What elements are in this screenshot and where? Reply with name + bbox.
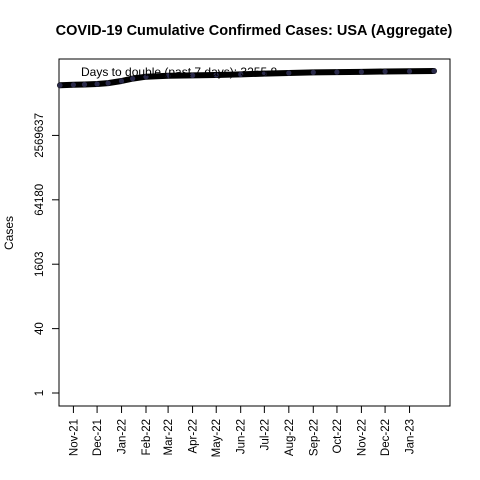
data-point: [310, 69, 316, 75]
x-tick-label: Oct-22: [332, 419, 344, 454]
x-tick-label: Apr-22: [188, 419, 200, 454]
data-point: [238, 71, 244, 77]
x-tick-label: Jul-22: [259, 419, 271, 450]
series-layer: [57, 68, 437, 89]
x-tick-label: Jan-22: [117, 419, 129, 454]
doubling-annotation: Days to double (past 7 days): 3255.8: [81, 65, 277, 79]
y-axis: 1 40 1603 64180 2569637: [34, 113, 59, 396]
x-tick-label: Dec-21: [92, 419, 104, 456]
y-tick-label: 64180: [34, 184, 46, 216]
data-point: [130, 76, 136, 82]
data-point: [286, 70, 292, 76]
data-point: [358, 69, 364, 75]
y-tick-label: 2569637: [34, 113, 46, 158]
data-point: [431, 68, 437, 74]
x-tick-label: May-22: [211, 419, 223, 457]
x-tick-label: Sep-22: [308, 419, 320, 456]
x-tick-label: Jun-22: [236, 419, 248, 454]
y-tick-label: 40: [34, 322, 46, 335]
x-tick-label: Jan-23: [405, 419, 417, 454]
data-point: [406, 68, 413, 74]
data-point: [118, 78, 125, 84]
data-point: [213, 72, 219, 78]
data-point: [57, 82, 63, 88]
data-point: [81, 81, 88, 88]
chart-title: COVID-19 Cumulative Confirmed Cases: USA…: [56, 23, 453, 39]
data-point: [334, 69, 340, 75]
y-tick-label: 1: [34, 390, 46, 396]
data-point: [70, 82, 76, 88]
data-point: [190, 72, 196, 78]
x-tick-label: Feb-22: [141, 419, 153, 455]
x-tick-label: Nov-21: [68, 419, 80, 456]
x-tick-label: Aug-22: [284, 419, 296, 456]
x-tick-label: Mar-22: [163, 419, 175, 455]
data-point: [105, 80, 111, 86]
y-tick-label: 1603: [34, 251, 46, 277]
plot-frame: [58, 58, 451, 407]
x-tick-label: Dec-22: [380, 419, 392, 456]
data-point: [261, 71, 267, 77]
x-tick-label: Nov-22: [356, 419, 368, 456]
x-axis: Nov-21 Dec-21 Jan-22 Feb-22 Mar-22 Apr-22 May-…: [68, 406, 417, 457]
y-axis-label: Cases: [2, 216, 16, 250]
data-point: [165, 73, 171, 79]
data-point: [382, 68, 388, 75]
data-point: [94, 81, 100, 87]
data-point: [143, 74, 149, 80]
